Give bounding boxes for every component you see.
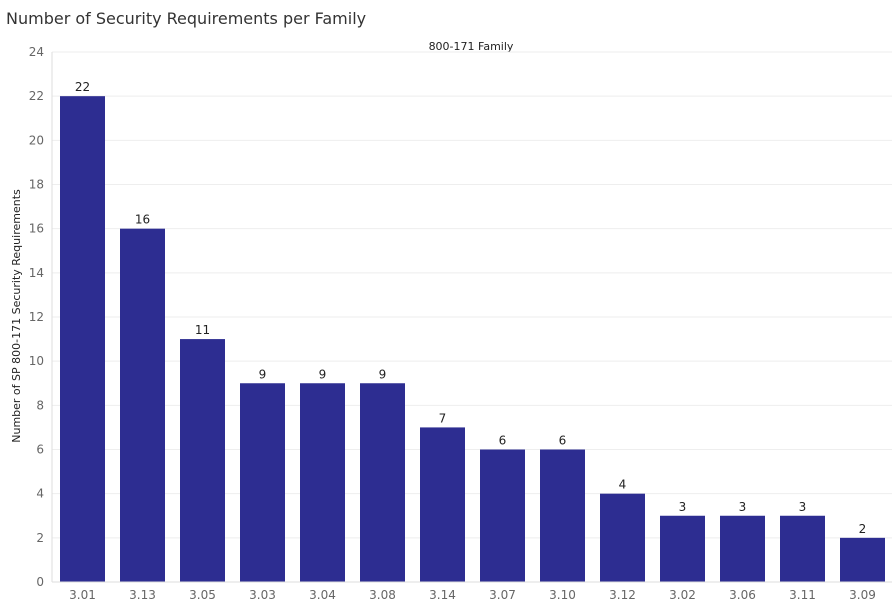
chart-title: Number of Security Requirements per Fami… [6, 9, 366, 28]
bar [660, 515, 705, 582]
x-tick-label: 3.07 [489, 588, 516, 602]
data-label: 11 [195, 323, 210, 337]
data-label: 22 [75, 80, 90, 94]
x-tick-label: 3.02 [669, 588, 696, 602]
y-tick-label: 10 [29, 354, 44, 368]
data-label: 7 [439, 411, 447, 425]
y-tick-label: 8 [36, 398, 44, 412]
data-label: 3 [799, 500, 807, 514]
data-label: 6 [499, 434, 507, 448]
bar [540, 449, 585, 582]
x-tick-label: 3.10 [549, 588, 576, 602]
bar [300, 383, 345, 582]
y-tick-label: 24 [29, 45, 44, 59]
data-label: 4 [619, 478, 627, 492]
data-label: 16 [135, 213, 150, 227]
y-axis-label: Number of SP 800-171 Security Requiremen… [10, 189, 23, 443]
bar [840, 537, 885, 582]
x-tick-label: 3.13 [129, 588, 156, 602]
x-tick-label: 3.09 [849, 588, 876, 602]
y-tick-label: 0 [36, 575, 44, 589]
data-label: 3 [679, 500, 687, 514]
x-tick-label: 3.08 [369, 588, 396, 602]
bar [360, 383, 405, 582]
bars [60, 96, 885, 583]
x-tick-label: 3.04 [309, 588, 336, 602]
bar [420, 427, 465, 582]
data-label: 9 [379, 367, 387, 381]
x-tick-label: 3.05 [189, 588, 216, 602]
data-label: 9 [259, 367, 267, 381]
bar [720, 515, 765, 582]
data-label: 3 [739, 500, 747, 514]
x-tick-label: 3.11 [789, 588, 816, 602]
y-tick-label: 20 [29, 133, 44, 147]
y-tick-label: 22 [29, 89, 44, 103]
bar [240, 383, 285, 582]
data-label: 2 [859, 522, 867, 536]
gridlines [52, 51, 892, 539]
bar [120, 228, 165, 582]
data-label: 6 [559, 434, 567, 448]
bar [780, 515, 825, 582]
x-axis-ticks: 3.01 3.13 3.05 3.03 3.04 3.08 3.14 3.07 3.10 3.12… [69, 588, 876, 602]
x-tick-label: 3.06 [729, 588, 756, 602]
bar [60, 96, 105, 583]
y-tick-label: 14 [29, 266, 44, 280]
y-tick-label: 4 [36, 487, 44, 501]
y-tick-label: 2 [36, 531, 44, 545]
x-tick-label: 3.03 [249, 588, 276, 602]
x-tick-label: 3.12 [609, 588, 636, 602]
y-tick-label: 6 [36, 443, 44, 457]
x-tick-label: 3.01 [69, 588, 96, 602]
y-tick-label: 18 [29, 178, 44, 192]
y-tick-label: 12 [29, 310, 44, 324]
bar [600, 493, 645, 582]
bar [180, 339, 225, 582]
x-tick-label: 3.14 [429, 588, 456, 602]
data-label: 9 [319, 367, 327, 381]
column-header: 800-171 Family [429, 40, 514, 53]
bar [480, 449, 525, 582]
y-tick-label: 16 [29, 222, 44, 236]
data-labels: 22 16 11 9 9 9 7 6 6 4 3 3 3 2 [75, 80, 866, 536]
